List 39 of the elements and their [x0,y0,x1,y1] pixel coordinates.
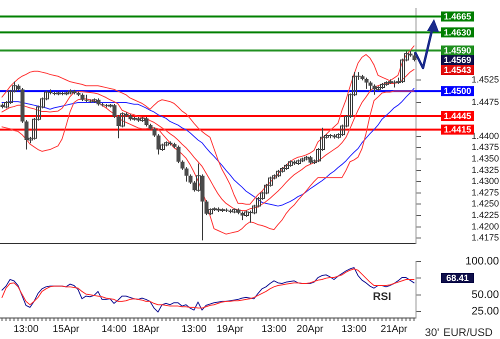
x-tick-label: 15Apr [52,324,80,335]
candlestick [368,80,372,92]
y-tick-label: 1.4400 [471,130,499,141]
candlestick [364,77,368,90]
text: 68.41 [446,272,469,283]
y-tick-label: 25.00 [471,305,499,318]
y-tick-label: 1.4525 [471,74,499,84]
y-tick-label: 1.4375 [471,142,499,152]
text: 1.4543 [444,65,472,76]
x-tick-label: 18Apr [132,324,160,335]
x-tick-label: 14:00 [101,324,127,335]
annotation: RSI [372,291,392,304]
y-tick-label: 1.4475 [471,96,499,107]
x-tick-label: 13:00 [13,324,39,335]
x-tick-label: 13:00 [341,324,367,335]
ref-line-label: 1.4445 [444,111,472,122]
y-tick-label: 1.4300 [471,176,499,186]
ref-line-label: 1.4590 [444,45,472,56]
ref-line-label: 1.4415 [444,124,472,135]
ref-line-label: 1.4630 [444,27,472,38]
y-tick-label: 1.4325 [471,164,499,175]
text: EUR/USD [443,327,493,339]
x-tick-label: 21Apr [380,324,408,335]
x-tick-label: 19Apr [216,324,244,335]
x-tick-label: 20Apr [296,324,324,335]
y-tick-label: 1.4350 [471,154,499,164]
y-tick-label: 1.4275 [471,187,499,198]
y-tick-label: 1.4200 [471,221,499,232]
x-tick-label: 13:00 [261,324,287,335]
y-tick-label: 1.4175 [471,232,499,243]
x-tick-label: 13:00 [181,324,207,335]
ref-line-label: 1.4500 [444,86,472,96]
y-tick-label: 100.00 [465,256,499,268]
text: 1.4569 [444,55,472,66]
y-tick-label: 1.4250 [471,198,499,209]
y-tick-label: 1.4225 [471,210,499,220]
text: 30' [424,327,440,339]
y-tick-label: 50.00 [471,288,499,301]
ref-line-label: 1.4665 [444,12,472,22]
